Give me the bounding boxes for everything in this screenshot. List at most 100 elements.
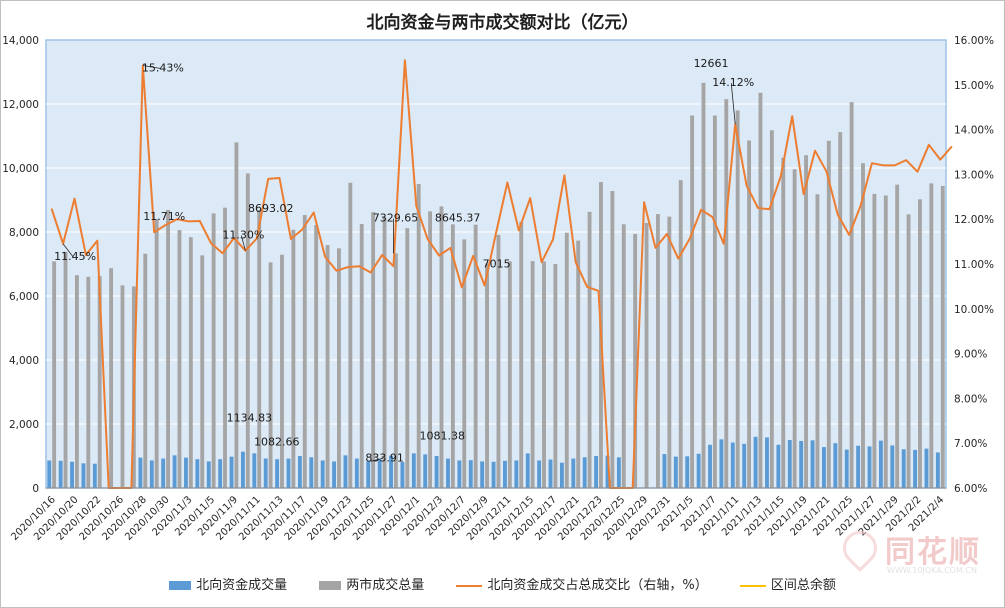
north-volume-bar [389, 455, 393, 488]
data-label-leader [240, 235, 246, 251]
north-volume-bar [662, 454, 667, 488]
watermark-logo: 同花顺 [885, 535, 981, 570]
north-volume-bar [491, 461, 496, 488]
total-volume-bar [428, 211, 433, 489]
total-volume-bar [485, 263, 489, 488]
north-volume-bar [787, 440, 792, 488]
total-volume-bar [416, 184, 421, 488]
north-volume-bar [184, 457, 188, 488]
total-volume-bar [268, 262, 273, 488]
north-volume-bar [218, 459, 223, 488]
y-right-tick-label: 12.00% [954, 214, 994, 226]
ratio-point [358, 265, 360, 267]
north-volume-bar [47, 460, 52, 488]
total-volume-bar [849, 102, 854, 488]
total-volume-bar [769, 130, 774, 489]
data-label-leader [370, 457, 383, 462]
total-volume-bar [359, 224, 364, 488]
north-volume-bar [457, 460, 462, 488]
north-volume-bar [161, 458, 166, 488]
ratio-point [905, 159, 907, 161]
ratio-point [666, 233, 668, 235]
total-volume-bar [314, 224, 319, 488]
ratio-point [267, 178, 269, 180]
legend-item-total-volume: 两市成交总量 [319, 574, 424, 593]
total-volume-bar [234, 142, 239, 488]
ratio-point [882, 164, 884, 167]
y-left-tick-label: 12,000 [2, 99, 39, 111]
north-volume-bar [252, 453, 257, 488]
chart-title: 北向资金与两市成交额对比（亿元） [366, 13, 639, 33]
total-volume-bar [940, 185, 945, 489]
total-volume-bar [302, 215, 307, 489]
ratio-point [153, 231, 155, 233]
y-left-tick-label: 4,000 [9, 355, 39, 367]
north-volume-bar [571, 458, 576, 488]
ratio-point [199, 220, 201, 222]
ratio-point [165, 224, 167, 226]
north-volume-bar [309, 457, 314, 488]
north-volume-bar [799, 440, 804, 488]
data-label: 11.45% [54, 250, 96, 263]
ratio-point [518, 229, 520, 231]
total-volume-bar [52, 261, 57, 488]
ratio-point [529, 197, 531, 199]
total-volume-bar [63, 251, 68, 488]
total-volume-bar [280, 254, 284, 488]
total-volume-bar [86, 276, 91, 488]
total-volume-bar [918, 199, 922, 489]
ratio-point [848, 234, 850, 236]
y-right-tick-label: 16.00% [954, 35, 994, 47]
ratio-point [278, 177, 281, 179]
ratio-point [335, 270, 338, 272]
north-volume-bar [867, 446, 872, 488]
total-volume-bar [747, 140, 752, 489]
watermark-flower-icon [835, 523, 885, 573]
ratio-point [689, 238, 691, 240]
legend-swatch-north-volume [169, 581, 192, 590]
legend-item-ratio: 北向资金成交占总成交比（右轴，%） [456, 574, 708, 593]
total-volume-bar [633, 233, 638, 488]
ratio-point [825, 170, 827, 172]
total-volume-bar [382, 217, 387, 488]
ratio-point [484, 284, 486, 287]
total-volume-bar [815, 194, 820, 489]
ratio-point [210, 242, 212, 244]
ratio-point [415, 205, 417, 207]
ratio-point [597, 290, 600, 292]
legend-swatch-ratio [456, 584, 483, 587]
total-volume-bar [188, 237, 193, 488]
ratio-point [461, 286, 463, 288]
north-volume-bar [332, 461, 337, 488]
total-volume-bar [291, 229, 296, 488]
north-volume-bar [776, 444, 781, 488]
ratio-point [928, 144, 930, 146]
ratio-point [723, 243, 725, 245]
total-volume-bar [97, 276, 102, 488]
north-volume-bar [138, 457, 143, 488]
ratio-point [859, 205, 862, 207]
ratio-point [837, 214, 839, 216]
ratio-point [916, 171, 919, 173]
total-volume-bar [542, 261, 546, 488]
total-volume-bar [644, 223, 649, 489]
total-volume-bar [735, 110, 740, 489]
ratio-point [780, 175, 782, 177]
north-volume-bar [446, 458, 450, 488]
ratio-point [324, 256, 326, 258]
y-right-tick-label: 11.00% [954, 259, 994, 271]
data-label: 8645.37 [435, 211, 481, 224]
north-volume-bar [935, 452, 940, 488]
legend-label-north-volume: 北向资金成交量 [196, 578, 288, 593]
north-volume-bar [708, 444, 712, 488]
north-volume-bar [548, 459, 553, 488]
north-volume-bar [810, 440, 815, 488]
ratio-point [392, 265, 395, 267]
ratio-point [495, 232, 497, 234]
data-label: 1134.83 [227, 412, 273, 425]
data-label: 8693.02 [248, 202, 294, 215]
data-label: 11.30% [222, 229, 264, 242]
total-volume-bar [895, 184, 900, 488]
total-volume-bar [223, 207, 227, 488]
